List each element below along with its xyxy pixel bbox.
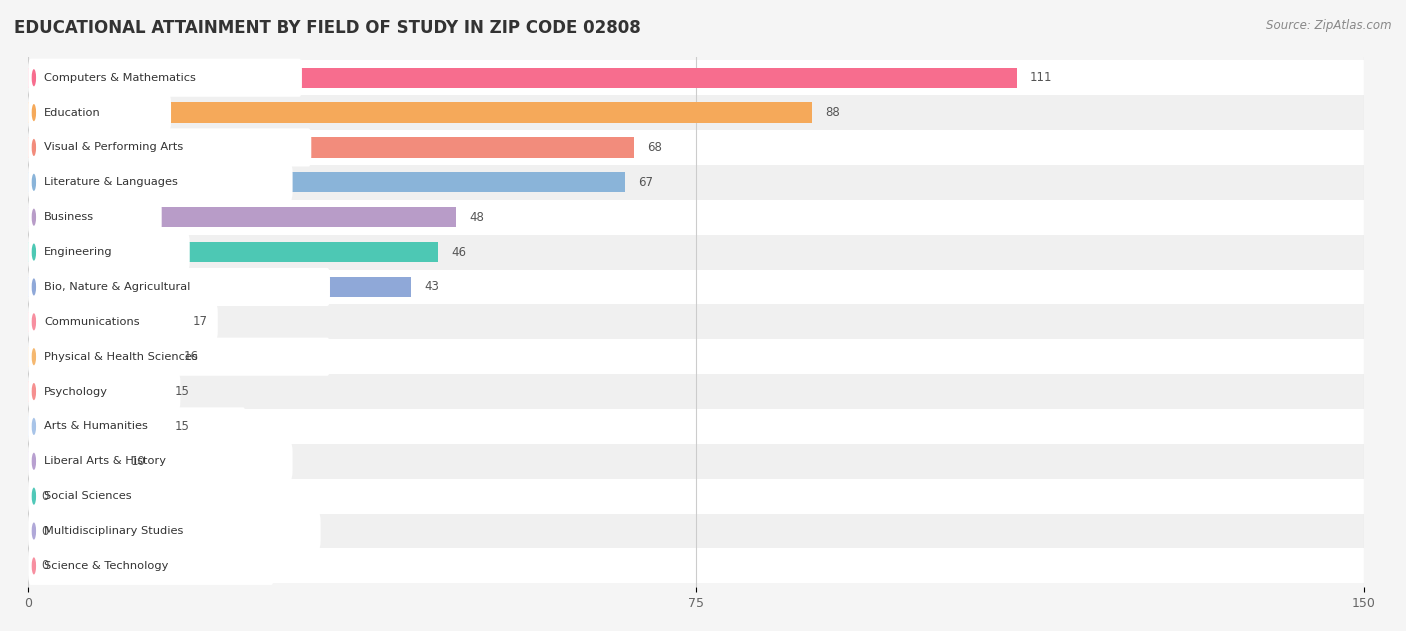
Bar [28, 138, 634, 158]
Circle shape [32, 244, 37, 261]
Text: Computers & Mathematics: Computers & Mathematics [44, 73, 195, 83]
Text: 0: 0 [42, 524, 49, 538]
Bar [28, 172, 624, 192]
FancyBboxPatch shape [28, 128, 311, 167]
Text: 67: 67 [638, 176, 654, 189]
Text: Communications: Communications [44, 317, 139, 327]
Bar [28, 548, 1364, 583]
Text: 0: 0 [42, 560, 49, 572]
Bar [28, 451, 117, 471]
Text: Science & Technology: Science & Technology [44, 561, 169, 571]
Bar [28, 381, 162, 402]
Circle shape [32, 139, 37, 156]
Circle shape [32, 313, 37, 331]
Text: 88: 88 [825, 106, 839, 119]
Text: Liberal Arts & History: Liberal Arts & History [44, 456, 166, 466]
Text: 16: 16 [184, 350, 200, 363]
Circle shape [32, 104, 37, 121]
Text: Visual & Performing Arts: Visual & Performing Arts [44, 143, 183, 153]
Bar [28, 235, 1364, 269]
Circle shape [32, 418, 37, 435]
Circle shape [32, 488, 37, 505]
FancyBboxPatch shape [28, 93, 172, 132]
Bar [28, 374, 1364, 409]
Bar [28, 312, 180, 332]
Circle shape [32, 522, 37, 540]
Text: Physical & Health Sciences: Physical & Health Sciences [44, 351, 198, 362]
Bar [28, 95, 1364, 130]
Text: 46: 46 [451, 245, 467, 259]
FancyBboxPatch shape [28, 408, 246, 445]
Text: Multidisciplinary Studies: Multidisciplinary Studies [44, 526, 183, 536]
Text: Education: Education [44, 107, 101, 117]
Bar [28, 346, 170, 367]
FancyBboxPatch shape [28, 338, 330, 375]
Bar [28, 68, 1017, 88]
Bar [28, 102, 811, 122]
Text: 68: 68 [647, 141, 662, 154]
FancyBboxPatch shape [28, 547, 274, 585]
FancyBboxPatch shape [28, 268, 330, 306]
Bar [28, 304, 1364, 339]
Circle shape [32, 278, 37, 295]
Text: 15: 15 [176, 420, 190, 433]
Circle shape [32, 557, 37, 574]
Bar [28, 479, 1364, 514]
Bar [28, 200, 1364, 235]
FancyBboxPatch shape [28, 372, 180, 411]
Bar [28, 165, 1364, 200]
Text: Business: Business [44, 212, 94, 222]
Bar [28, 269, 1364, 304]
Circle shape [32, 209, 37, 226]
Text: 17: 17 [193, 316, 208, 328]
Circle shape [32, 69, 37, 86]
Bar [28, 416, 162, 437]
Circle shape [32, 452, 37, 470]
Text: Arts & Humanities: Arts & Humanities [44, 422, 148, 432]
Circle shape [32, 383, 37, 400]
Circle shape [32, 174, 37, 191]
Text: Literature & Languages: Literature & Languages [44, 177, 179, 187]
Text: Psychology: Psychology [44, 387, 108, 396]
FancyBboxPatch shape [28, 442, 292, 480]
Text: EDUCATIONAL ATTAINMENT BY FIELD OF STUDY IN ZIP CODE 02808: EDUCATIONAL ATTAINMENT BY FIELD OF STUDY… [14, 19, 641, 37]
Bar [28, 277, 411, 297]
Text: Engineering: Engineering [44, 247, 112, 257]
Bar [28, 339, 1364, 374]
Bar [28, 130, 1364, 165]
Bar [28, 61, 1364, 95]
Text: Source: ZipAtlas.com: Source: ZipAtlas.com [1267, 19, 1392, 32]
FancyBboxPatch shape [28, 59, 302, 97]
Text: Social Sciences: Social Sciences [44, 491, 132, 501]
FancyBboxPatch shape [28, 233, 190, 271]
Bar [28, 514, 1364, 548]
FancyBboxPatch shape [28, 163, 292, 201]
Text: Bio, Nature & Agricultural: Bio, Nature & Agricultural [44, 282, 190, 292]
Bar [28, 444, 1364, 479]
Text: 10: 10 [131, 455, 145, 468]
Bar [28, 207, 456, 227]
Text: 0: 0 [42, 490, 49, 503]
Bar [28, 409, 1364, 444]
Text: 15: 15 [176, 385, 190, 398]
Bar [28, 242, 437, 262]
FancyBboxPatch shape [28, 303, 218, 341]
FancyBboxPatch shape [28, 198, 162, 236]
FancyBboxPatch shape [28, 477, 228, 516]
FancyBboxPatch shape [28, 512, 321, 550]
Circle shape [32, 348, 37, 365]
Text: 43: 43 [425, 280, 439, 293]
Text: 111: 111 [1029, 71, 1053, 84]
Text: 48: 48 [470, 211, 484, 224]
